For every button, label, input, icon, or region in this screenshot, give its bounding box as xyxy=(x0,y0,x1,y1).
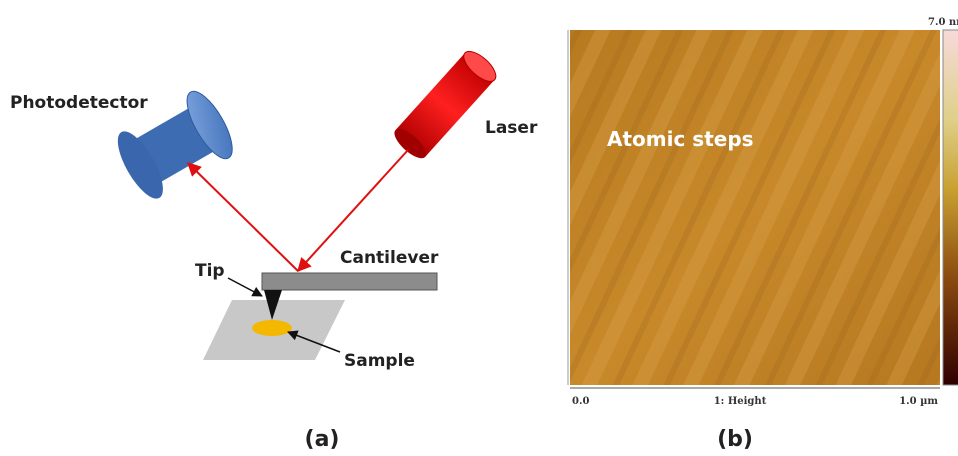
laser xyxy=(390,46,501,163)
reflected-beam xyxy=(188,163,298,271)
annotation: Atomic steps xyxy=(607,127,754,151)
label: Tip xyxy=(195,261,225,281)
caption: (b) xyxy=(717,427,753,452)
sample-spot xyxy=(252,320,292,336)
scale-max: 7.0 nm xyxy=(928,17,958,28)
axis-start: 0.0 xyxy=(572,396,589,407)
colorbar xyxy=(943,30,958,385)
label: Sample xyxy=(344,351,415,371)
afm-steps xyxy=(570,30,940,385)
label: Cantilever xyxy=(340,248,439,268)
label: Laser xyxy=(485,118,538,138)
axis-title: 1: Height xyxy=(714,396,767,407)
cantilever xyxy=(262,273,437,290)
figure: Photodetector Laser Cantilever Tip Sampl… xyxy=(0,0,958,456)
label: Photodetector xyxy=(10,93,148,113)
caption: (a) xyxy=(305,427,340,452)
axis-end: 1.0 µm xyxy=(899,396,938,407)
tip-arrow xyxy=(228,278,262,296)
